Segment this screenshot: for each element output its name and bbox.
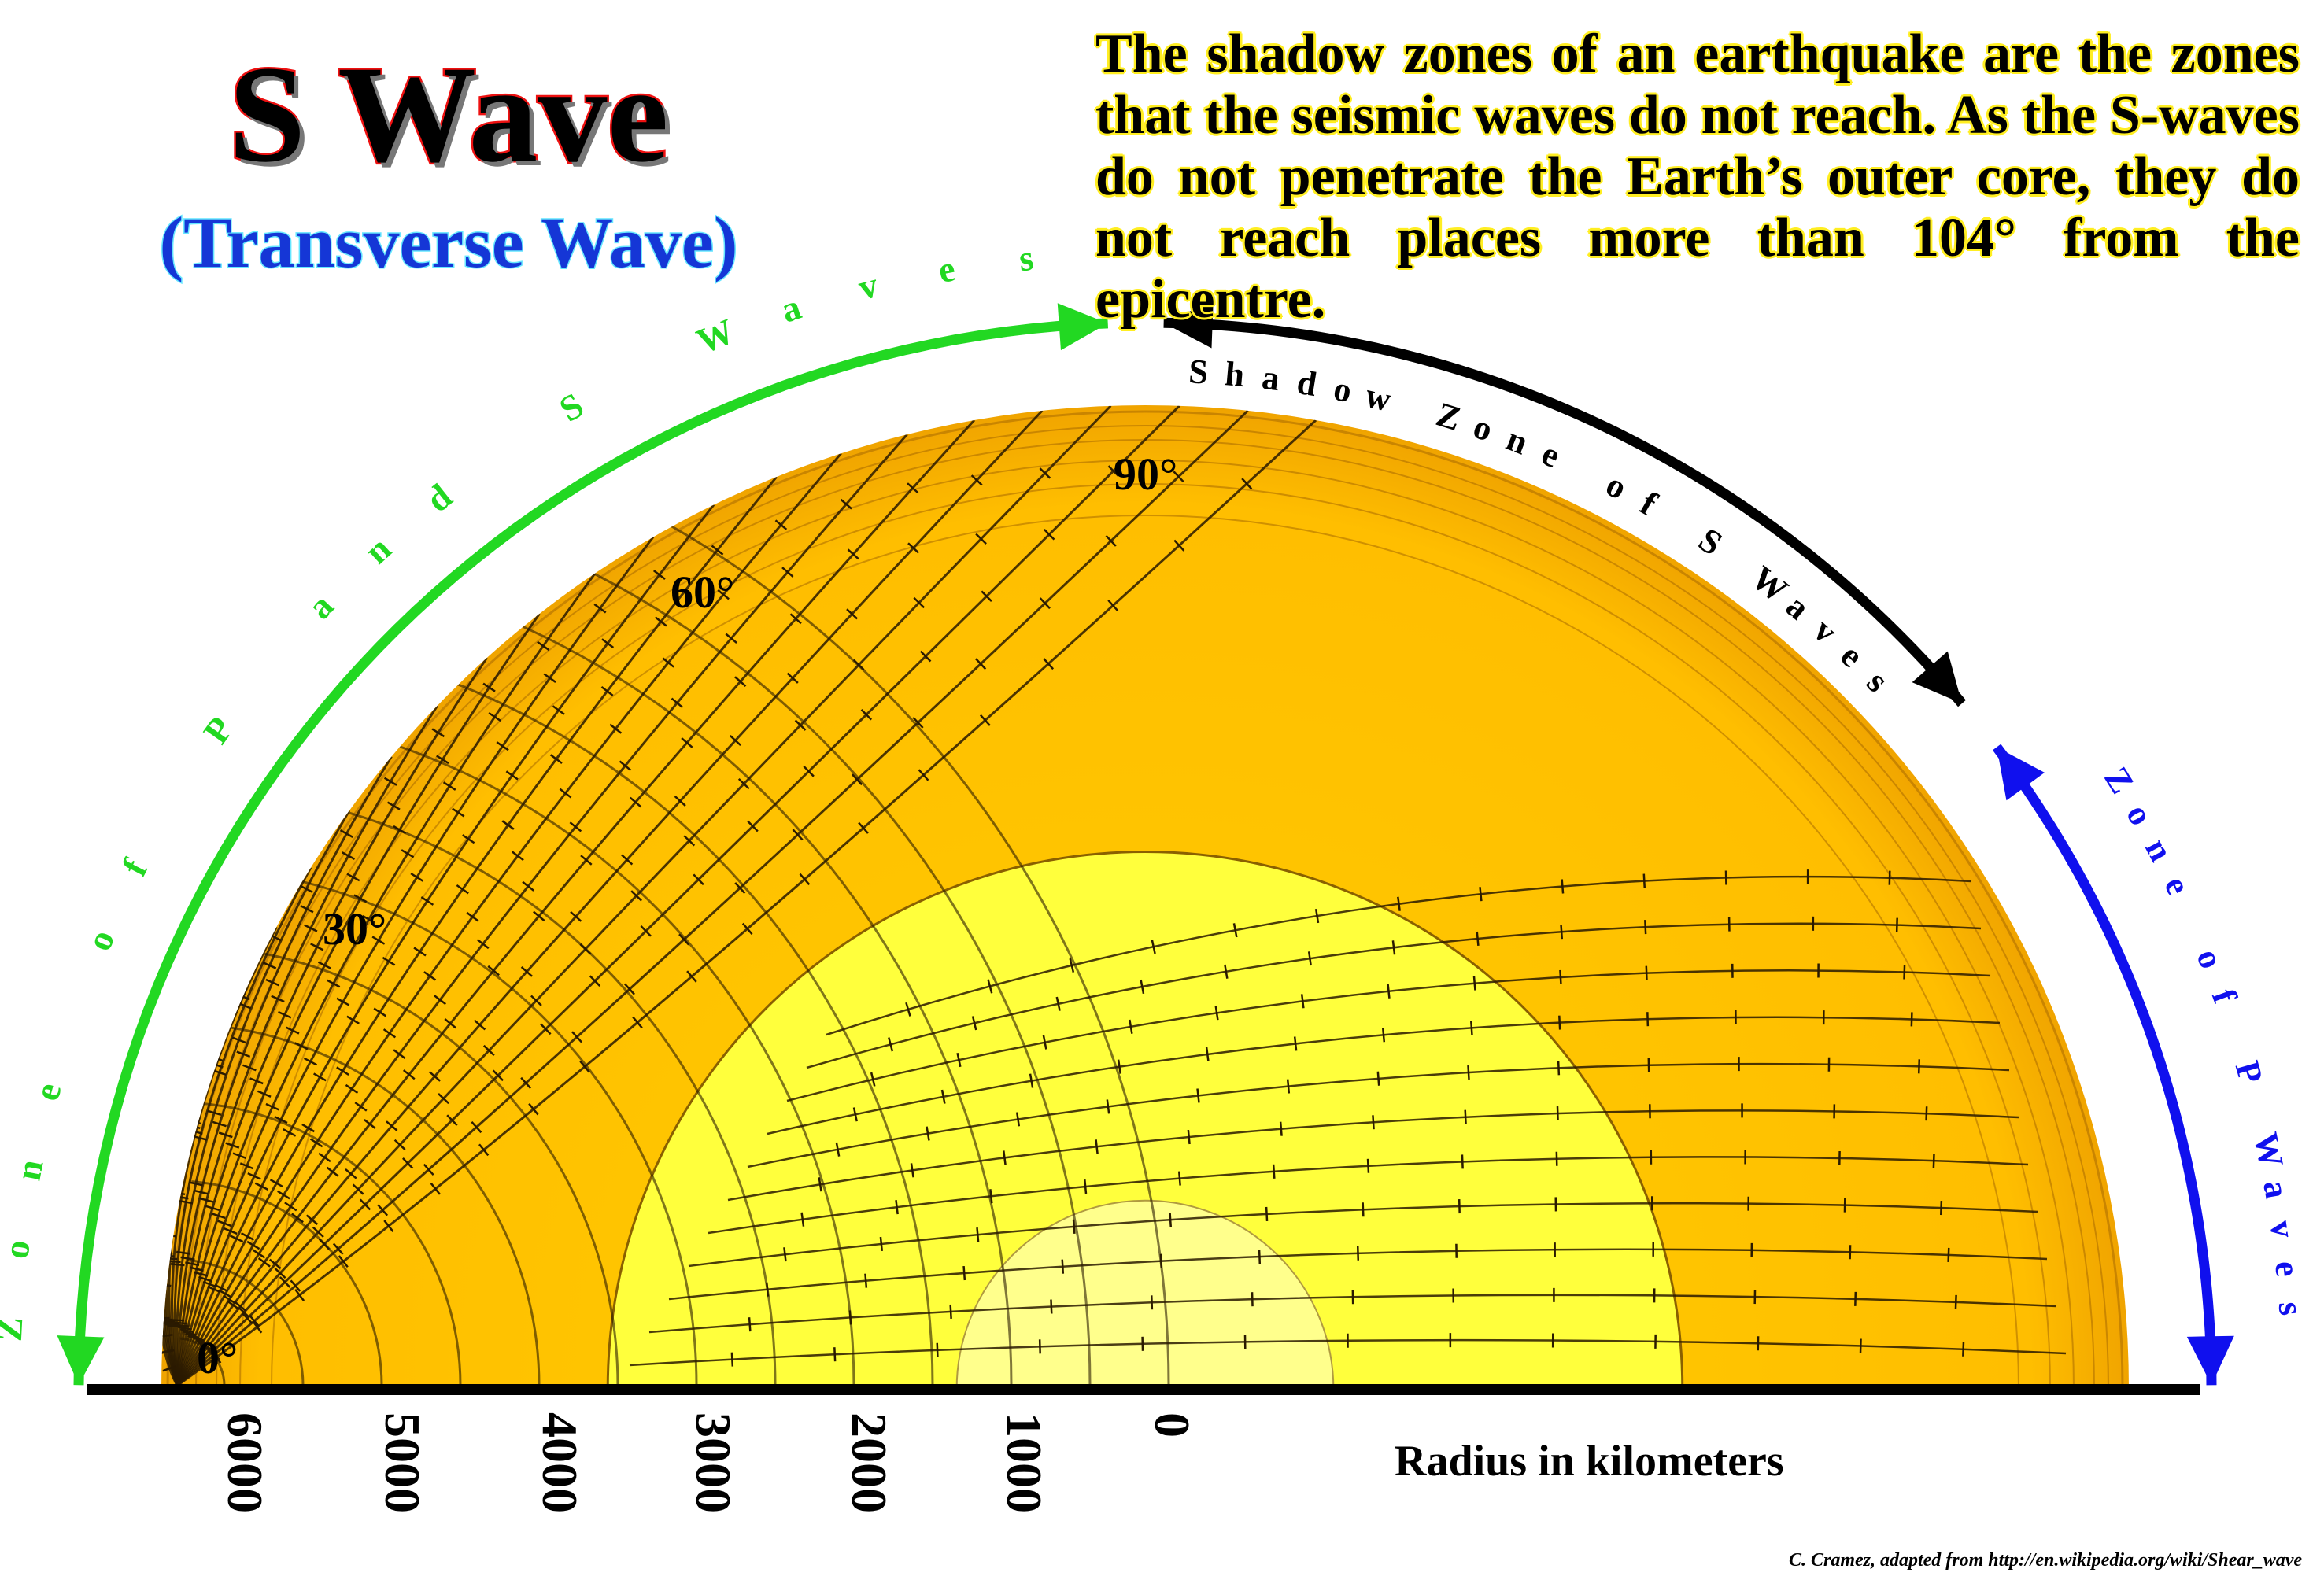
angle-labels: 0° 30° 60° 90° bbox=[197, 449, 1177, 1383]
earth-layers bbox=[161, 405, 2129, 1390]
arrowhead-icon bbox=[1163, 301, 1214, 349]
svg-text:s: s bbox=[2271, 1301, 2311, 1317]
radius-tick-6000: 6000 bbox=[217, 1412, 273, 1513]
svg-text:o: o bbox=[0, 1238, 38, 1261]
zone-arrows bbox=[57, 301, 2234, 1386]
wavefront bbox=[219, 788, 777, 1386]
svg-text:e: e bbox=[935, 248, 958, 290]
page-subtitle: (Transverse Wave) bbox=[158, 202, 739, 282]
svg-text:a: a bbox=[1260, 358, 1282, 398]
svg-text:o: o bbox=[2189, 943, 2231, 974]
mantle-layer-boundary bbox=[181, 425, 2109, 1390]
svg-text:Z: Z bbox=[0, 1316, 30, 1342]
svg-text:d: d bbox=[1295, 363, 1320, 404]
radius-tick-4000: 4000 bbox=[532, 1412, 588, 1513]
wavefront bbox=[208, 944, 619, 1386]
arrowhead-icon bbox=[1997, 747, 2045, 801]
wavefront bbox=[197, 1102, 462, 1386]
svg-text:s: s bbox=[1860, 663, 1897, 700]
svg-text:v: v bbox=[2262, 1218, 2303, 1241]
description-text: The shadow zones of an earthquake are th… bbox=[1095, 24, 2300, 330]
page-title: S Wave bbox=[227, 38, 671, 191]
mantle-layer-boundary bbox=[216, 460, 2075, 1390]
svg-text:P: P bbox=[2228, 1057, 2271, 1087]
svg-text:n: n bbox=[8, 1156, 51, 1183]
svg-text:S: S bbox=[552, 385, 590, 430]
s-wave-ray bbox=[176, 434, 908, 1386]
arrowhead-icon bbox=[2186, 1335, 2234, 1386]
mantle-layer-boundary bbox=[166, 410, 2124, 1390]
zone-p-arrow bbox=[1992, 744, 2217, 1386]
svg-text:e: e bbox=[1536, 434, 1565, 475]
mantle-layer-boundary bbox=[239, 483, 2051, 1390]
arrowhead-icon bbox=[57, 1335, 105, 1386]
svg-text:Z: Z bbox=[2097, 760, 2141, 800]
radius-tick-2000: 2000 bbox=[841, 1412, 897, 1513]
svg-text:o: o bbox=[1600, 465, 1633, 508]
svg-text:a: a bbox=[299, 585, 341, 626]
svg-text:W: W bbox=[691, 311, 740, 362]
s-wave-ray bbox=[176, 405, 1112, 1387]
svg-text:f: f bbox=[114, 852, 156, 882]
svg-text:f: f bbox=[2204, 984, 2245, 1010]
shadow-zone-arrow bbox=[1163, 317, 1966, 707]
wavefront bbox=[180, 1337, 226, 1386]
wavefront bbox=[186, 1258, 305, 1386]
s-wave-ray bbox=[176, 572, 597, 1386]
zone-p-and-s-arrow bbox=[73, 318, 1109, 1386]
radius-tick-labels: 6000 5000 4000 3000 2000 1000 0 bbox=[217, 1412, 1200, 1513]
angle-label-0: 0° bbox=[197, 1332, 238, 1383]
svg-text:s: s bbox=[1017, 238, 1035, 279]
radius-tick-3000: 3000 bbox=[685, 1412, 741, 1513]
source-credit: C. Cramez, adapted from http://en.wikipe… bbox=[1788, 1550, 2302, 1571]
radius-axis-label: Radius in kilometers bbox=[1395, 1437, 1784, 1486]
svg-text:e: e bbox=[2156, 870, 2198, 901]
outer-core bbox=[606, 851, 1684, 1390]
svg-text:o: o bbox=[1469, 407, 1498, 449]
s-wave-ray bbox=[176, 657, 488, 1386]
s-wave-ray bbox=[176, 476, 778, 1386]
s-wave-ray bbox=[176, 755, 393, 1386]
svg-text:v: v bbox=[1806, 611, 1845, 651]
svg-text:a: a bbox=[2256, 1177, 2296, 1201]
radius-tick-0: 0 bbox=[1144, 1412, 1200, 1438]
svg-text:Z: Z bbox=[1432, 395, 1465, 439]
svg-text:P: P bbox=[195, 710, 241, 751]
wavefront bbox=[213, 866, 698, 1386]
svg-text:S: S bbox=[1692, 520, 1730, 563]
angle-label-60: 60° bbox=[671, 567, 734, 618]
wavefront bbox=[191, 1180, 383, 1386]
svg-text:o: o bbox=[2119, 798, 2160, 832]
svg-text:o: o bbox=[1331, 369, 1355, 410]
radius-tick-5000: 5000 bbox=[375, 1412, 430, 1513]
svg-text:d: d bbox=[419, 475, 460, 519]
angle-label-90: 90° bbox=[1114, 449, 1177, 500]
svg-text:W: W bbox=[2246, 1129, 2291, 1171]
s-wave-ray-paths bbox=[161, 405, 2067, 1387]
wavefront bbox=[202, 1023, 541, 1386]
svg-text:a: a bbox=[776, 286, 806, 330]
svg-text:S: S bbox=[1188, 352, 1209, 391]
svg-text:w: w bbox=[1362, 376, 1395, 419]
arrowhead-icon bbox=[1057, 303, 1108, 351]
svg-text:n: n bbox=[1502, 419, 1534, 463]
svg-text:W: W bbox=[1744, 559, 1795, 611]
svg-text:e: e bbox=[2267, 1259, 2307, 1279]
svg-text:o: o bbox=[78, 924, 122, 956]
svg-text:e: e bbox=[26, 1079, 69, 1105]
radius-tick-1000: 1000 bbox=[996, 1412, 1052, 1513]
s-wave-ray bbox=[176, 419, 1317, 1387]
svg-text:h: h bbox=[1224, 354, 1247, 394]
mantle-layer-boundary bbox=[271, 515, 2019, 1390]
svg-text:n: n bbox=[357, 528, 398, 571]
svg-text:n: n bbox=[2137, 832, 2181, 868]
svg-text:e: e bbox=[1833, 637, 1871, 675]
svg-text:f: f bbox=[1634, 484, 1664, 524]
angle-label-30: 30° bbox=[323, 903, 386, 954]
arrowhead-icon bbox=[1912, 651, 1962, 704]
